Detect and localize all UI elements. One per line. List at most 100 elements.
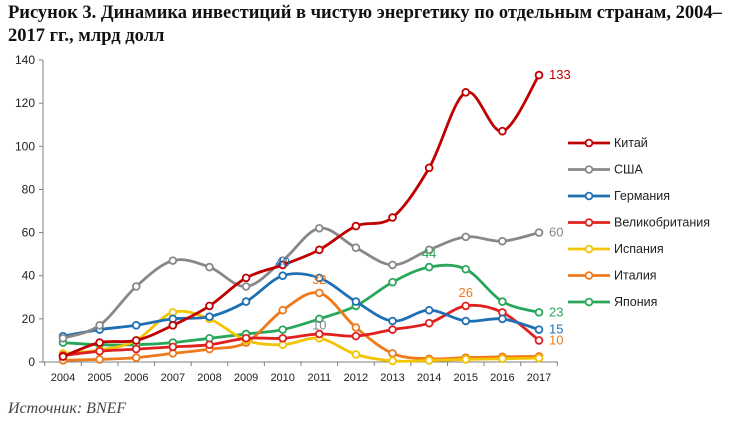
- legend-label: Испания: [614, 242, 664, 256]
- data-point: [58, 352, 68, 361]
- data-point: [205, 301, 214, 311]
- data-point: [351, 350, 361, 359]
- data-point: [461, 316, 471, 326]
- data-point: [95, 338, 104, 347]
- data-point: [205, 340, 214, 350]
- data-point: [461, 232, 471, 242]
- data-point: [388, 325, 397, 334]
- data-point: [461, 355, 471, 364]
- x-tick-label: 2007: [161, 372, 185, 384]
- data-point: [388, 356, 397, 366]
- data-point: [498, 297, 507, 306]
- data-point: [388, 277, 397, 287]
- data-point: [351, 243, 361, 252]
- data-point: [131, 336, 141, 345]
- data-label: 40: [275, 255, 289, 270]
- data-point: [351, 331, 361, 341]
- data-point: [388, 316, 397, 326]
- data-point: [168, 256, 178, 265]
- x-tick-label: 2009: [234, 372, 258, 384]
- data-point: [278, 271, 287, 281]
- data-point: [351, 221, 361, 231]
- x-tick-label: 2005: [87, 372, 111, 384]
- data-point: [131, 321, 141, 330]
- data-point: [424, 356, 434, 365]
- y-tick-label: 40: [22, 269, 36, 283]
- legend-marker: [584, 297, 594, 307]
- data-point: [424, 305, 434, 315]
- data-label: 26: [459, 285, 473, 300]
- data-label: 10: [549, 332, 563, 347]
- data-point: [498, 236, 507, 246]
- data-point: [278, 325, 287, 334]
- data-point: [95, 321, 104, 330]
- x-tick-label: 2004: [51, 372, 75, 384]
- legend-label: Великобритания: [614, 216, 710, 230]
- data-point: [131, 282, 141, 291]
- data-point: [315, 314, 324, 324]
- x-tick-label: 2014: [417, 372, 441, 384]
- data-label: 133: [549, 67, 571, 82]
- data-point: [424, 245, 434, 255]
- line-chart: 0 20 40 60 80 100 120 140 2004 2005 2006 2007 2008 20…: [15, 53, 710, 384]
- data-point: [424, 163, 434, 173]
- data-point: [315, 329, 324, 339]
- legend-label: США: [614, 163, 643, 177]
- data-point: [315, 288, 324, 298]
- y-tick-label: 0: [28, 355, 35, 369]
- legend-marker: [584, 244, 594, 254]
- data-point: [168, 342, 178, 352]
- data-point: [131, 353, 141, 362]
- data-point: [241, 297, 251, 306]
- x-tick-label: 2011: [307, 372, 331, 384]
- data-point: [424, 262, 434, 272]
- data-point: [205, 312, 214, 322]
- legend-label: Италия: [614, 269, 657, 283]
- y-tick-label: 80: [22, 182, 36, 196]
- data-point: [241, 333, 251, 343]
- data-point: [241, 282, 251, 291]
- legend-marker: [584, 218, 594, 227]
- data-point: [498, 314, 507, 324]
- data-label: 10: [312, 317, 326, 332]
- legend-label: Япония: [614, 295, 657, 309]
- y-tick-label: 100: [15, 139, 35, 153]
- x-tick-label: 2006: [124, 372, 148, 384]
- x-tick-label: 2010: [270, 372, 294, 384]
- data-label: 23: [549, 304, 563, 319]
- data-label: 32: [312, 272, 326, 287]
- data-point: [168, 321, 178, 330]
- data-point: [315, 223, 324, 233]
- data-point: [461, 264, 471, 274]
- legend-marker: [584, 165, 594, 174]
- x-tick-label: 2015: [454, 372, 478, 384]
- chart-title: Рисунок 3. Динамика инвестиций в чистую …: [8, 3, 722, 46]
- data-point: [388, 213, 397, 222]
- data-point: [58, 333, 68, 343]
- data-point: [498, 354, 507, 364]
- data-label: 60: [549, 225, 563, 240]
- data-point: [351, 297, 361, 306]
- y-tick-label: 140: [15, 53, 35, 67]
- data-label: 15: [549, 322, 563, 337]
- data-point: [95, 355, 104, 364]
- x-tick-label: 2016: [490, 372, 514, 384]
- legend-label: Германия: [614, 189, 670, 203]
- y-tick-label: 20: [22, 312, 36, 326]
- data-point: [461, 301, 471, 311]
- data-point: [388, 260, 397, 270]
- data-point: [461, 88, 471, 97]
- data-point: [534, 308, 544, 317]
- data-point: [315, 245, 324, 255]
- legend-marker: [584, 138, 594, 148]
- legend-label: Китай: [614, 136, 648, 150]
- data-point: [278, 260, 287, 270]
- data-point: [95, 346, 104, 356]
- data-point: [534, 325, 544, 334]
- x-tick-label: 2013: [380, 372, 404, 384]
- y-tick-label: 120: [15, 96, 35, 110]
- data-point: [278, 305, 287, 315]
- data-point: [424, 318, 434, 328]
- data-point: [131, 344, 141, 354]
- data-label: 44: [422, 246, 436, 261]
